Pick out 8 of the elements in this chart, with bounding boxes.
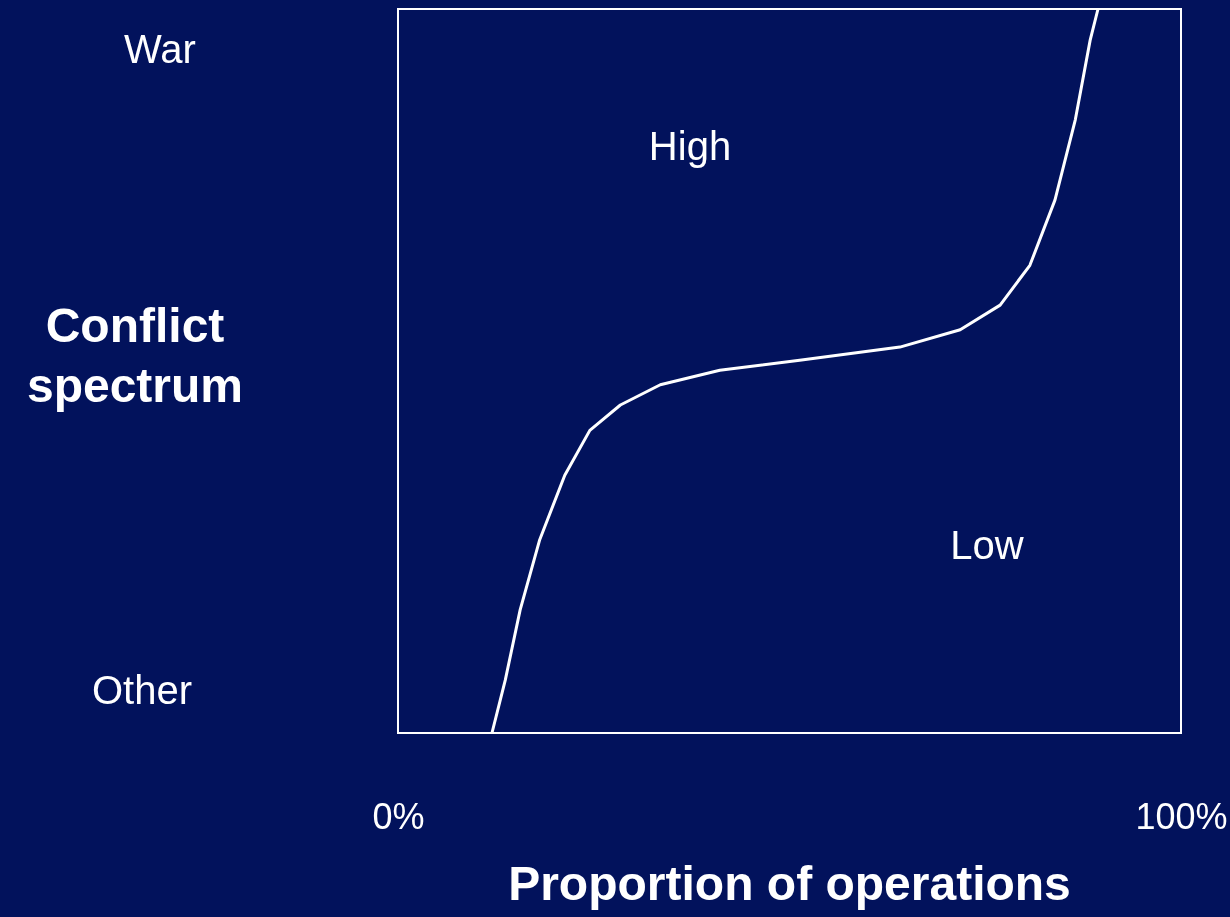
text: War	[124, 27, 196, 71]
x-tick-label: 0%	[372, 795, 425, 837]
x-axis-title: Proportion of operations	[508, 857, 1071, 910]
annotation: High	[648, 124, 732, 168]
text: Other	[91, 668, 193, 712]
x-tick-label: 100%	[1135, 795, 1228, 837]
annotation: Low	[950, 523, 1024, 567]
y-axis-title: Conflict spectrum	[26, 299, 244, 412]
